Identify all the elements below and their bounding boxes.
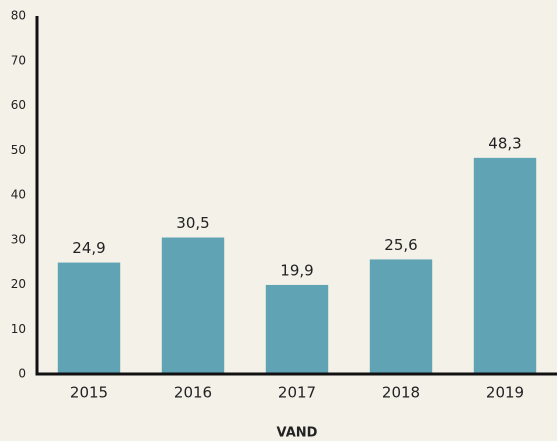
- value-label: 19,9: [280, 261, 313, 279]
- y-tick-label: 80: [11, 9, 26, 23]
- y-tick-label: 60: [11, 98, 26, 112]
- x-tick-label: 2017: [278, 384, 316, 402]
- x-tick-label: 2016: [174, 384, 212, 402]
- x-axis-title: VAND: [277, 426, 318, 441]
- y-tick-label: 0: [18, 367, 26, 381]
- value-label: 25,6: [384, 236, 417, 254]
- bar: [265, 284, 329, 374]
- y-tick-label: 50: [11, 143, 26, 157]
- y-tick-label: 40: [11, 188, 26, 202]
- bar: [369, 259, 433, 374]
- y-tick-label: 20: [11, 277, 26, 291]
- bar: [57, 262, 121, 374]
- value-label: 30,5: [176, 214, 209, 232]
- bar: [161, 237, 225, 374]
- value-label: 24,9: [72, 239, 105, 257]
- y-tick-label: 30: [11, 232, 26, 246]
- x-tick-label: 2018: [382, 384, 420, 402]
- bar: [473, 157, 537, 374]
- y-tick-label: 10: [11, 322, 26, 336]
- y-tick-label: 70: [11, 53, 26, 67]
- value-label: 48,3: [488, 134, 521, 152]
- x-tick-label: 2015: [70, 384, 108, 402]
- x-tick-label: 2019: [486, 384, 524, 402]
